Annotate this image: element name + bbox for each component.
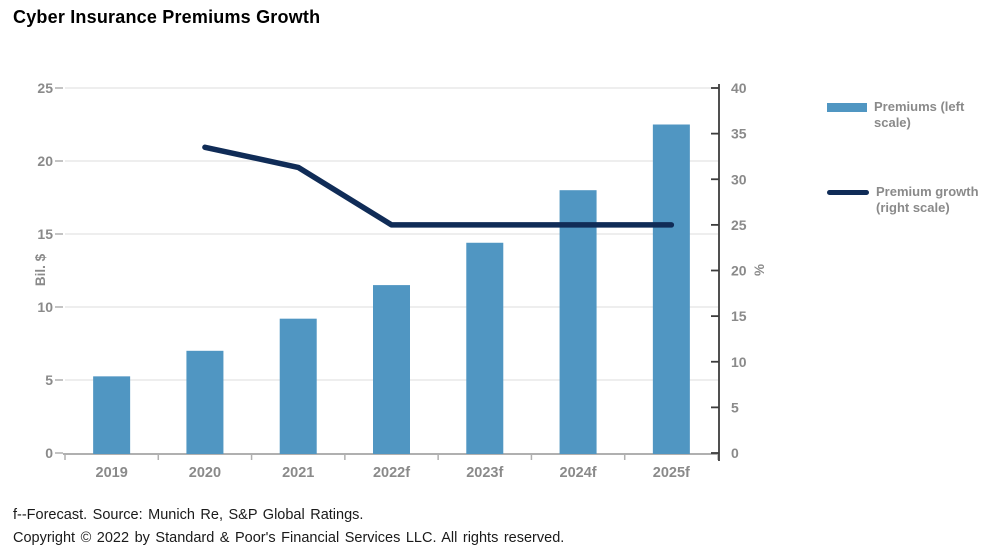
left-axis-tick-label-25: 25 [37, 80, 53, 96]
right-axis-tick-label-35: 35 [731, 126, 747, 142]
x-axis-label-2025f: 2025f [653, 465, 690, 481]
bar-2021 [279, 318, 317, 454]
footnote-line: f--Forecast. Source: Munich Re, S&P Glob… [13, 507, 364, 523]
x-axis-label-2023f: 2023f [466, 465, 503, 481]
bar-2023f [466, 242, 504, 454]
left-axis-tick-label-5: 5 [45, 372, 53, 388]
chart-footnote: f--Forecast. Source: Munich Re, S&P Glob… [13, 504, 564, 550]
legend-item-premiums: Premiums (left scale) [827, 99, 992, 131]
legend-item-premium-growth: Premium growth (right scale) [827, 184, 992, 216]
chart-title: Cyber Insurance Premiums Growth [13, 7, 321, 27]
premium-growth-line [202, 144, 675, 228]
bar-2022f [373, 285, 410, 454]
right-axis-tick-label-0: 0 [731, 445, 739, 461]
copyright-line: Copyright © 2022 by Standard & Poor's Fi… [13, 530, 565, 546]
right-axis-tick-label-15: 15 [731, 308, 747, 324]
x-axis-label-2021: 2021 [282, 465, 314, 481]
bar-2025f [652, 124, 690, 454]
right-axis-tick-label-25: 25 [731, 217, 747, 233]
premium-growth-line-swatch-icon [827, 190, 869, 195]
right-axis-tick-label-5: 5 [731, 399, 739, 415]
left-axis-unit-label: Bil. $ [33, 253, 48, 286]
legend-label-premiums: Premiums (left scale) [874, 99, 965, 130]
right-axis-tick-label-40: 40 [731, 80, 747, 96]
right-axis-tick-label-10: 10 [731, 354, 747, 370]
bar-2024f [559, 190, 597, 454]
legend: Premiums (left scale) Premium growth (ri… [827, 99, 992, 269]
bar-2019 [93, 376, 131, 454]
left-axis-tick-label-15: 15 [37, 226, 53, 242]
bar-2020 [186, 350, 224, 454]
x-axis-label-2020: 2020 [189, 465, 221, 481]
right-axis-unit-label: % [752, 264, 767, 276]
left-axis-tick-label-10: 10 [37, 299, 53, 315]
x-axis-label-2019: 2019 [96, 465, 128, 481]
legend-label-premium-growth: Premium growth (right scale) [876, 184, 979, 215]
premiums-bar-swatch-icon [827, 103, 867, 112]
left-axis-tick-label-20: 20 [37, 153, 53, 169]
x-axis-label-2024f: 2024f [560, 465, 597, 481]
left-axis-tick-label-0: 0 [45, 445, 53, 461]
right-axis-tick-label-20: 20 [731, 263, 747, 279]
x-axis-label-2022f: 2022f [373, 465, 410, 481]
right-axis-tick-label-30: 30 [731, 171, 747, 187]
